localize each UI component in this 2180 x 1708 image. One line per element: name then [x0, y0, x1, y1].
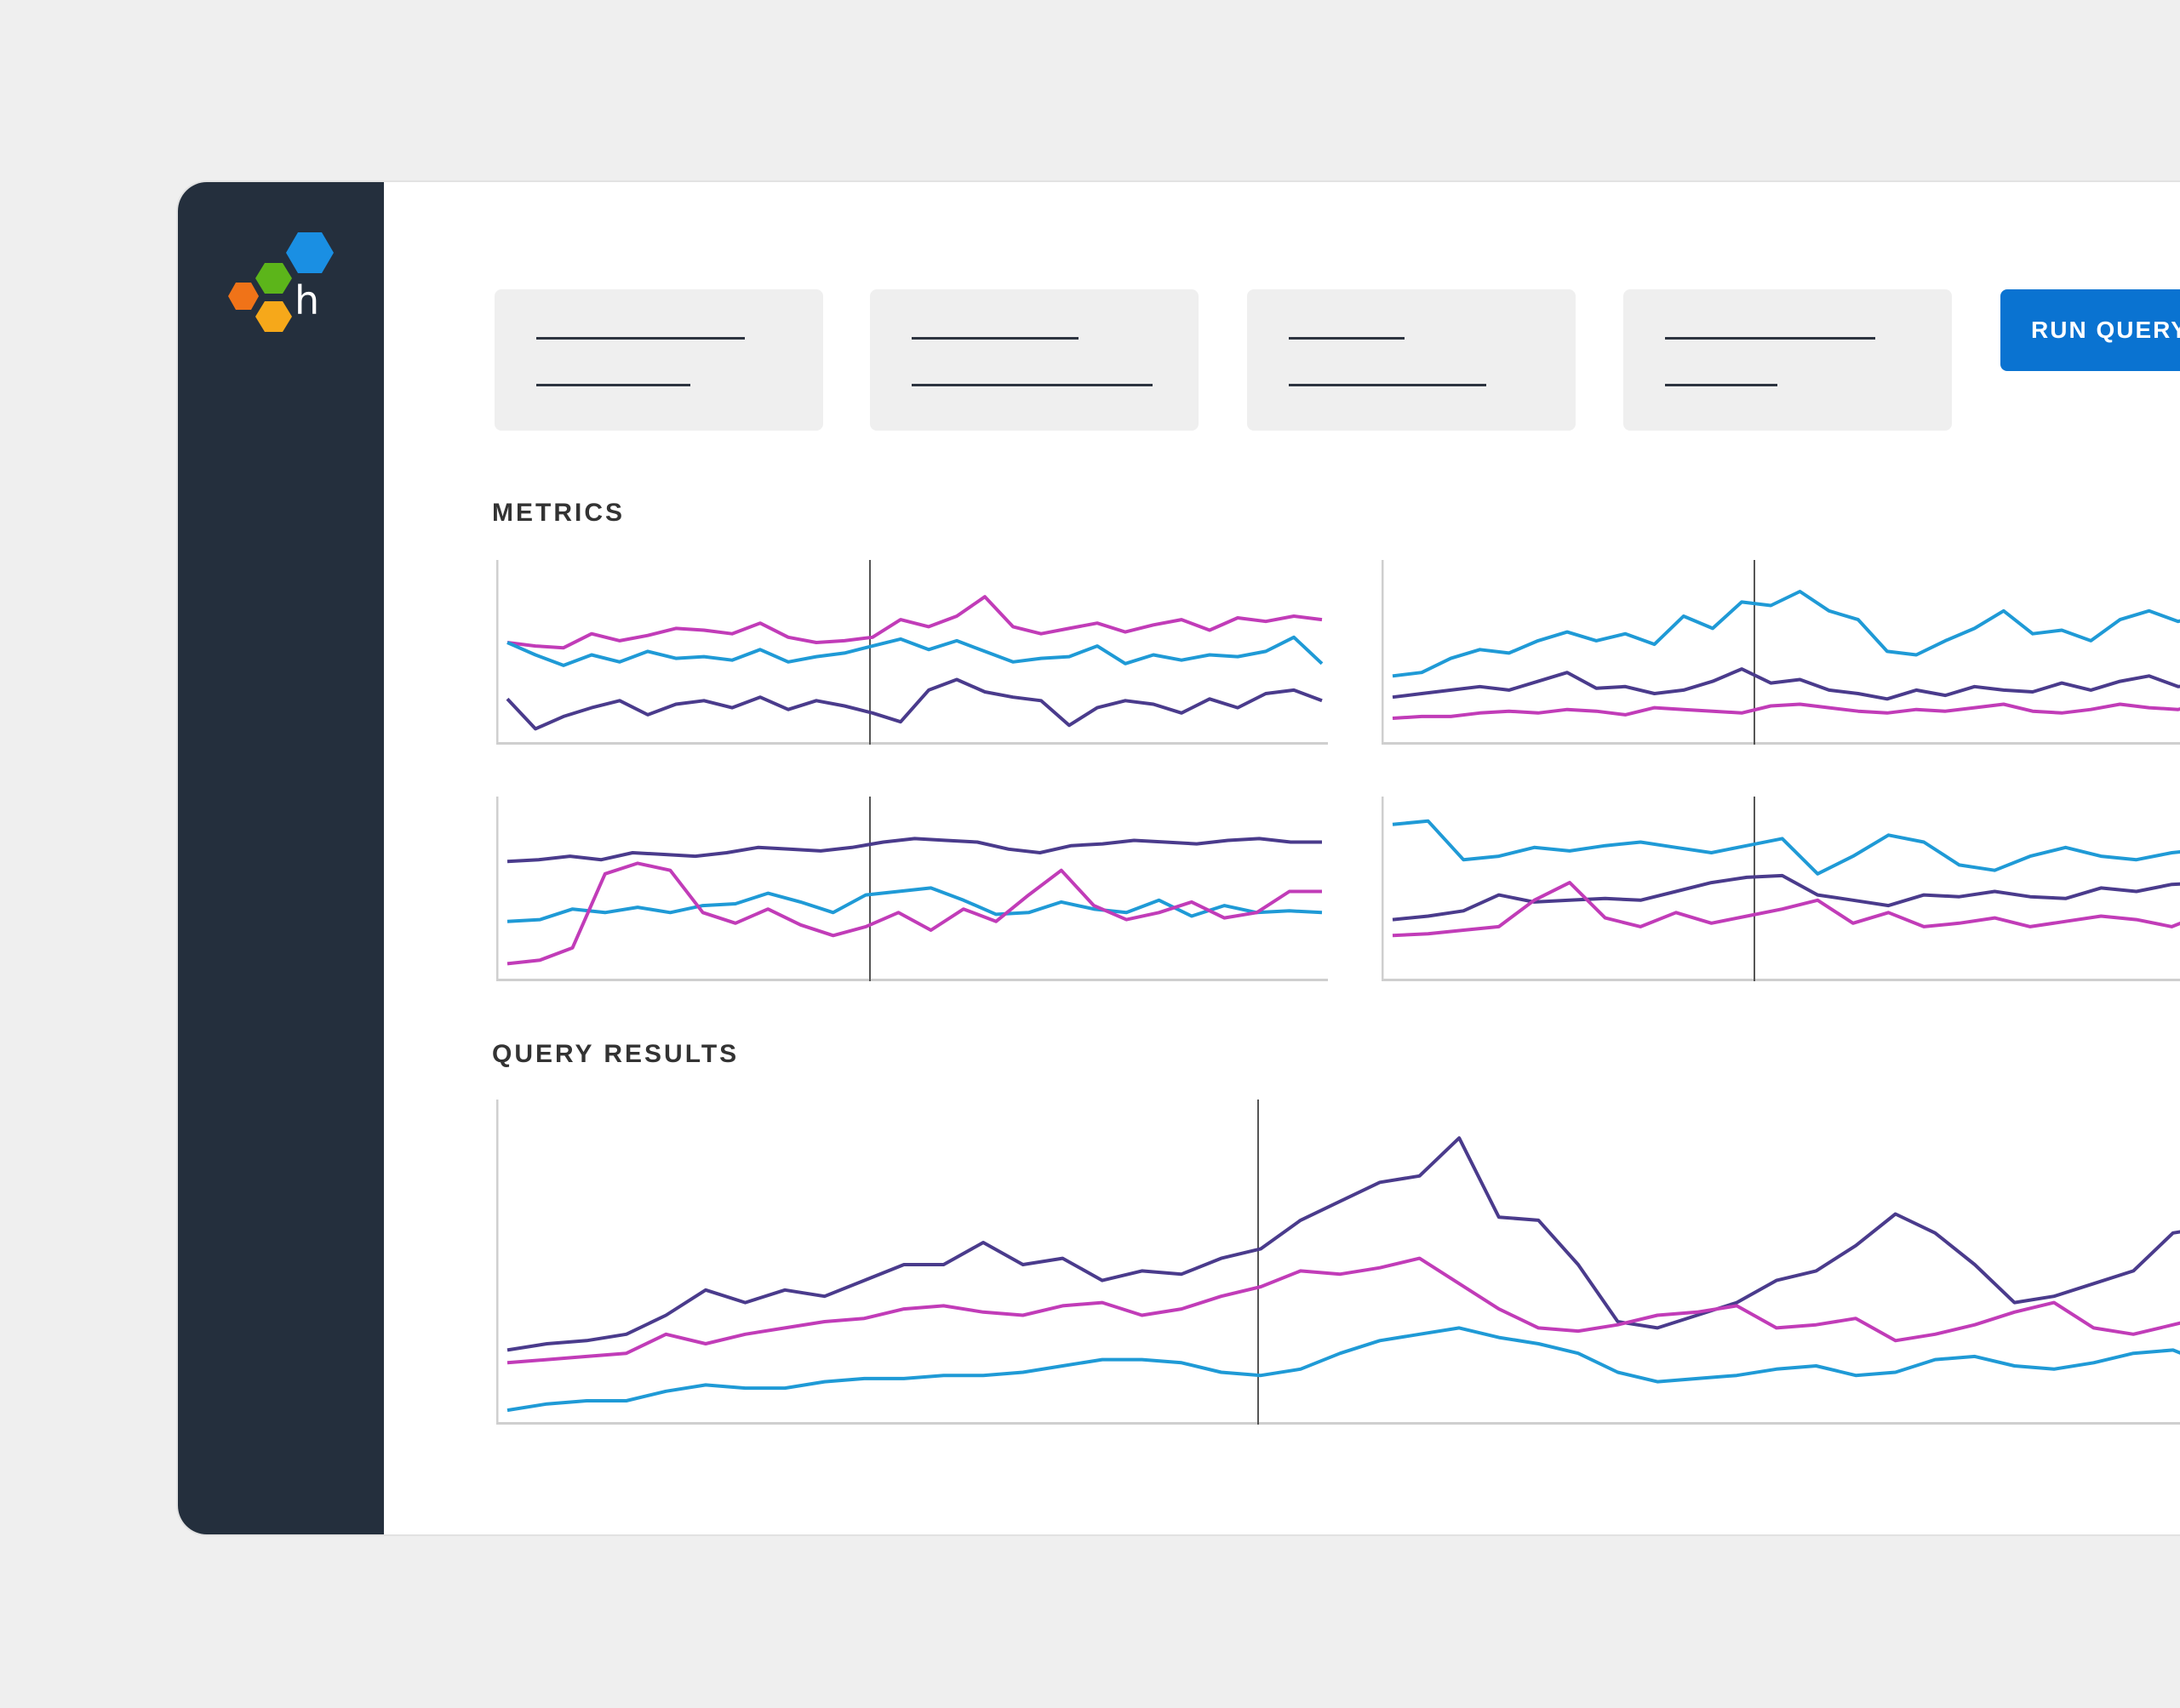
filter-box[interactable]: [870, 289, 1199, 431]
logo: h: [228, 232, 334, 332]
logo-hex: [255, 263, 292, 294]
filter-box[interactable]: [1247, 289, 1576, 431]
series-line: [506, 677, 1323, 731]
series-line: [506, 861, 1322, 966]
series-line: [1392, 590, 2180, 678]
placeholder: [536, 337, 745, 340]
chart: [1382, 797, 2180, 981]
logo-hex: [228, 283, 259, 310]
placeholder: [1289, 337, 1405, 340]
series-line: [1392, 881, 2180, 938]
placeholder: [912, 384, 1153, 386]
sidebar: h: [178, 182, 384, 1534]
series-line: [1392, 667, 2180, 701]
series-line: [506, 595, 1323, 650]
section-title: QUERY RESULTS: [492, 1040, 740, 1068]
app-window: h RUN QUERY METRICS QUERY RESULTS: [178, 182, 2180, 1534]
chart: [496, 560, 1328, 745]
series-line: [1392, 873, 2180, 922]
series-line: [506, 635, 1324, 667]
placeholder: [1665, 337, 1875, 340]
series-line: [1392, 819, 2180, 876]
logo-letter: h: [295, 277, 319, 323]
placeholder: [912, 337, 1079, 340]
placeholder: [1289, 384, 1486, 386]
logo-hex: [255, 301, 292, 332]
series-line: [506, 1256, 2180, 1365]
series-line: [506, 837, 1322, 864]
series-line: [1392, 702, 2180, 720]
chart: [496, 1100, 2180, 1425]
chart: [496, 797, 1328, 981]
filter-box[interactable]: [495, 289, 823, 431]
chart: [1382, 560, 2180, 745]
section-title: METRICS: [492, 499, 625, 527]
series-line: [506, 1136, 2180, 1352]
placeholder: [536, 384, 690, 386]
filter-box[interactable]: [1623, 289, 1952, 431]
placeholder: [1665, 384, 1777, 386]
series-line: [506, 1326, 2180, 1413]
series-line: [506, 886, 1323, 923]
logo-hex: [286, 232, 334, 273]
run-query-button[interactable]: RUN QUERY: [2000, 289, 2180, 371]
